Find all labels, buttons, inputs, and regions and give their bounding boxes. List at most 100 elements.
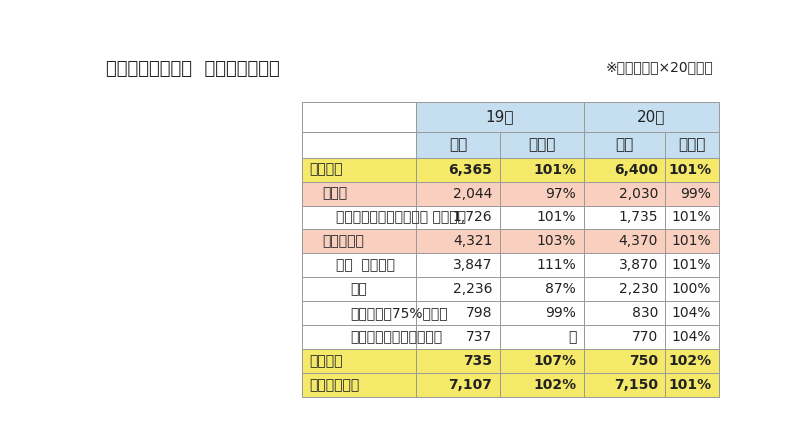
- Bar: [500, 254, 584, 277]
- Text: 金麦: 金麦: [350, 283, 366, 296]
- Text: －: －: [568, 330, 576, 344]
- Bar: [584, 373, 666, 397]
- Text: 107%: 107%: [533, 354, 576, 368]
- Text: サントリービール  販売実績と目標: サントリービール 販売実績と目標: [106, 60, 280, 78]
- Text: 770: 770: [632, 330, 658, 344]
- Text: 2,044: 2,044: [453, 187, 493, 200]
- Text: 101%: 101%: [672, 210, 711, 225]
- Text: 735: 735: [463, 354, 493, 368]
- Bar: [584, 325, 666, 349]
- Bar: [302, 132, 416, 158]
- Bar: [666, 349, 718, 373]
- Text: 97%: 97%: [546, 187, 576, 200]
- Bar: [666, 254, 718, 277]
- Bar: [416, 373, 500, 397]
- Bar: [416, 349, 500, 373]
- Bar: [500, 229, 584, 254]
- Text: 金麦〈ゴールドラガー〉: 金麦〈ゴールドラガー〉: [350, 330, 442, 344]
- Text: 金麦  ブランド: 金麦 ブランド: [336, 258, 395, 273]
- Bar: [500, 302, 584, 325]
- Bar: [302, 229, 416, 254]
- Text: 101%: 101%: [672, 235, 711, 248]
- Bar: [416, 206, 500, 229]
- Text: 3,870: 3,870: [618, 258, 658, 273]
- Text: 102%: 102%: [668, 354, 711, 368]
- Bar: [416, 302, 500, 325]
- Text: 103%: 103%: [537, 235, 576, 248]
- Text: ザ・プレミアム・モルツ ブランド: ザ・プレミアム・モルツ ブランド: [336, 210, 466, 225]
- Text: ノンアル: ノンアル: [309, 354, 342, 368]
- Bar: [302, 254, 416, 277]
- Bar: [500, 277, 584, 302]
- Text: 101%: 101%: [668, 162, 711, 177]
- Bar: [584, 254, 666, 277]
- Bar: [500, 158, 584, 181]
- Text: 798: 798: [466, 306, 493, 320]
- Bar: [666, 229, 718, 254]
- Bar: [416, 181, 500, 206]
- Text: 2,230: 2,230: [618, 283, 658, 296]
- Text: 実績: 実績: [449, 137, 467, 152]
- Bar: [584, 102, 718, 132]
- Bar: [302, 158, 416, 181]
- Bar: [416, 132, 500, 158]
- Bar: [584, 349, 666, 373]
- Text: 7,107: 7,107: [449, 378, 493, 392]
- Bar: [500, 349, 584, 373]
- Text: 7,150: 7,150: [614, 378, 658, 392]
- Text: 101%: 101%: [672, 258, 711, 273]
- Bar: [416, 102, 584, 132]
- Bar: [302, 277, 416, 302]
- Bar: [584, 302, 666, 325]
- Text: 99%: 99%: [681, 187, 711, 200]
- Text: 前年比: 前年比: [678, 137, 706, 152]
- Text: 4,370: 4,370: [618, 235, 658, 248]
- Bar: [500, 206, 584, 229]
- Bar: [666, 206, 718, 229]
- Bar: [416, 254, 500, 277]
- Text: 4,321: 4,321: [453, 235, 493, 248]
- Bar: [500, 181, 584, 206]
- Bar: [302, 373, 416, 397]
- Bar: [666, 373, 718, 397]
- Bar: [302, 349, 416, 373]
- Text: 19年: 19年: [486, 109, 514, 124]
- Text: 101%: 101%: [537, 210, 576, 225]
- Bar: [584, 206, 666, 229]
- Text: 750: 750: [629, 354, 658, 368]
- Text: 6,365: 6,365: [449, 162, 493, 177]
- Text: 2,236: 2,236: [453, 283, 493, 296]
- Bar: [302, 325, 416, 349]
- Text: ビール: ビール: [322, 187, 348, 200]
- Bar: [666, 325, 718, 349]
- Bar: [500, 132, 584, 158]
- Text: 111%: 111%: [537, 258, 576, 273]
- Bar: [416, 229, 500, 254]
- Bar: [302, 181, 416, 206]
- Text: 1,735: 1,735: [618, 210, 658, 225]
- Bar: [500, 373, 584, 397]
- Text: 99%: 99%: [546, 306, 576, 320]
- Bar: [666, 302, 718, 325]
- Bar: [500, 325, 584, 349]
- Bar: [302, 302, 416, 325]
- Bar: [416, 277, 500, 302]
- Bar: [584, 229, 666, 254]
- Bar: [666, 181, 718, 206]
- Text: 104%: 104%: [672, 306, 711, 320]
- Text: 104%: 104%: [672, 330, 711, 344]
- Text: 20年: 20年: [637, 109, 666, 124]
- Text: ビール事業計: ビール事業計: [309, 378, 359, 392]
- Bar: [584, 158, 666, 181]
- Text: 830: 830: [632, 306, 658, 320]
- Text: 1,726: 1,726: [453, 210, 493, 225]
- Text: 3,847: 3,847: [453, 258, 493, 273]
- Text: 101%: 101%: [533, 162, 576, 177]
- Bar: [666, 277, 718, 302]
- Text: 計画: 計画: [615, 137, 634, 152]
- Text: 101%: 101%: [668, 378, 711, 392]
- Bar: [584, 132, 666, 158]
- Text: 102%: 102%: [533, 378, 576, 392]
- Bar: [666, 132, 718, 158]
- Bar: [584, 277, 666, 302]
